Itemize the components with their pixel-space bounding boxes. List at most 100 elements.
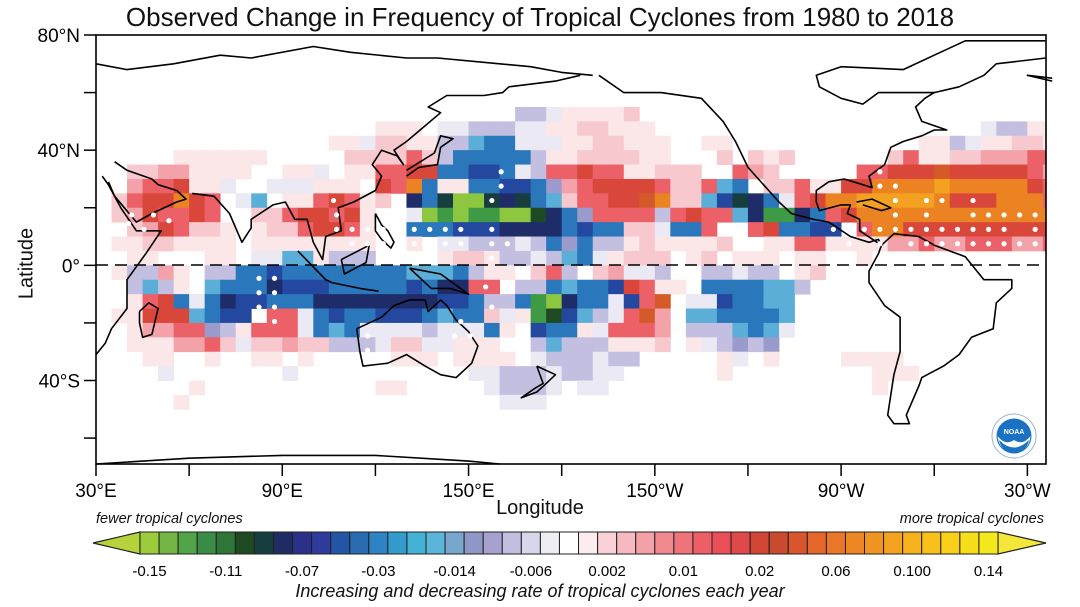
colorbar-tick-label: -0.07 (285, 563, 319, 580)
heatmap-cell (639, 222, 656, 237)
heatmap-cell (561, 193, 578, 209)
heatmap-cell (235, 164, 252, 180)
heatmap-cell (375, 337, 392, 353)
heatmap-cell (701, 279, 718, 295)
heatmap-cell (608, 236, 625, 252)
heatmap-cell (282, 222, 299, 237)
coastline (297, 250, 379, 292)
heatmap-cell (189, 164, 206, 180)
heatmap-cell (1027, 121, 1044, 137)
heatmap-cell (810, 178, 826, 194)
coastline (95, 175, 162, 356)
heatmap-cell (453, 164, 469, 180)
heatmap-cell (344, 294, 361, 309)
heatmap-cell (344, 322, 361, 338)
significance-dot (1017, 212, 1023, 218)
heatmap-cell (251, 250, 268, 266)
heatmap-cell (328, 250, 345, 266)
heatmap-cell (810, 265, 826, 281)
heatmap-cell (561, 178, 578, 194)
heatmap-cell (701, 236, 718, 252)
heatmap-cell (1011, 121, 1028, 137)
heatmap-cell (577, 236, 594, 252)
heatmap-cell (654, 222, 671, 237)
heatmap-cell (390, 337, 407, 353)
colorbar-swatch (673, 531, 694, 555)
heatmap-cell (887, 366, 904, 381)
heatmap-cell (670, 193, 687, 209)
heatmap-cell (220, 265, 237, 281)
significance-dot (467, 333, 473, 339)
colorbar-right-extend (997, 531, 1047, 555)
heatmap-cell (856, 207, 873, 223)
heatmap-cell (592, 164, 609, 180)
heatmap-cell (266, 236, 283, 252)
heatmap-cell (158, 222, 175, 237)
heatmap-cell (716, 279, 733, 295)
significance-dot (923, 241, 930, 247)
heatmap-cell (716, 337, 733, 353)
heatmap-cell (390, 380, 407, 396)
heatmap-cell (1027, 135, 1044, 151)
heatmap-cell (530, 294, 547, 309)
heatmap-cell (747, 250, 764, 266)
heatmap-cell (266, 178, 283, 194)
heatmap-cell (530, 351, 547, 367)
heatmap-cell (344, 265, 361, 281)
heatmap-cell (406, 207, 423, 223)
heatmap-cell (577, 106, 594, 122)
heatmap-cell (390, 164, 407, 180)
heatmap-cell (608, 178, 625, 194)
colorbar-swatch (844, 531, 866, 555)
heatmap-cell (1011, 178, 1028, 194)
heatmap-cell (1042, 121, 1047, 137)
heatmap-cell (716, 322, 733, 338)
heatmap-cell (313, 207, 330, 223)
heatmap-cell (266, 279, 283, 295)
heatmap-cell (685, 250, 702, 266)
heatmap-cell (530, 236, 547, 252)
heatmap-cell (949, 135, 966, 151)
coastline (95, 454, 500, 465)
heatmap-cell (282, 236, 299, 252)
heatmap-cell (468, 236, 485, 252)
heatmap-cell (779, 178, 795, 194)
colorbar-swatch (330, 531, 351, 555)
colorbar-swatch (787, 531, 808, 555)
heatmap-cell (747, 265, 764, 281)
heatmap-cell (825, 178, 842, 194)
heatmap-cell (623, 308, 640, 324)
heatmap-cell (670, 207, 687, 223)
heatmap-cell (1042, 150, 1047, 165)
heatmap-cell (546, 106, 563, 122)
heatmap-cell (577, 135, 594, 151)
heatmap-cell (918, 178, 935, 194)
heatmap-cell (328, 135, 345, 151)
colorbar-swatch (539, 531, 560, 555)
heatmap-cell (592, 178, 609, 194)
heatmap-cell (468, 322, 485, 338)
significance-dot (442, 241, 448, 247)
significance-dot (380, 226, 386, 232)
significance-dot (330, 197, 337, 204)
heatmap-cell (484, 207, 500, 223)
significance-dot (141, 226, 147, 232)
colorbar-swatch (597, 531, 618, 555)
heatmap-cell (359, 135, 376, 151)
heatmap-cell (530, 207, 547, 223)
heatmap-cell (577, 164, 594, 180)
heatmap-cell (530, 250, 547, 266)
heatmap-cell (158, 294, 175, 309)
heatmap-cell (918, 135, 935, 151)
significance-dot (150, 212, 157, 218)
heatmap-cell (732, 337, 749, 353)
heatmap-cell (437, 308, 454, 324)
heatmap-cell (903, 193, 920, 209)
heatmap-cell (918, 164, 935, 180)
heatmap-cell (654, 322, 671, 338)
colorbar-swatch (711, 531, 732, 555)
coastline (192, 74, 581, 261)
heatmap-cell (189, 308, 206, 324)
heatmap-cell (437, 121, 454, 137)
heatmap-cell (437, 178, 454, 194)
